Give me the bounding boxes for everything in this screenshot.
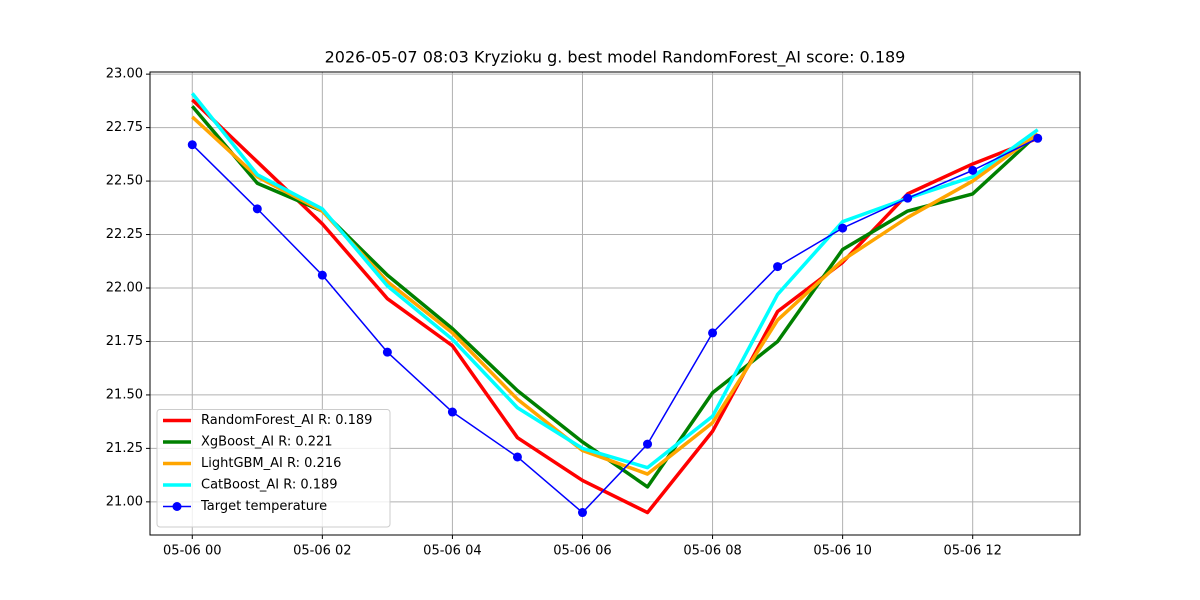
y-tick-label: 21.25 (106, 441, 143, 456)
plot-frame (149, 71, 1081, 536)
y-tick-label: 22.50 (106, 174, 143, 189)
series-marker (773, 262, 783, 272)
legend-label: LightGBM_AI R: 0.216 (201, 456, 341, 471)
y-tick-label: 21.00 (106, 494, 143, 509)
x-tick-label: 05-06 02 (293, 544, 351, 559)
series-marker (447, 407, 457, 417)
x-tick-label: 05-06 06 (553, 544, 611, 559)
series-line (191, 137, 1039, 514)
series-marker (577, 508, 587, 518)
legend-label: CatBoost_AI R: 0.189 (201, 478, 338, 493)
x-tick-label: 05-06 10 (813, 544, 871, 559)
y-tick-label: 21.75 (106, 334, 143, 349)
legend-box (156, 409, 391, 528)
y-tick-label: 23.00 (106, 67, 143, 82)
series-line (191, 98, 1039, 515)
x-tick-label: 05-06 12 (943, 544, 1001, 559)
series-marker (382, 347, 392, 357)
series-marker (708, 328, 718, 338)
series-marker (643, 439, 653, 449)
x-tick-label: 05-06 00 (163, 544, 221, 559)
chart-title: 2026-05-07 08:03 Kryzioku g. best model … (325, 48, 906, 68)
series-marker (1033, 133, 1043, 143)
series-marker (838, 223, 848, 233)
y-tick-label: 22.00 (106, 280, 143, 295)
legend-label: RandomForest_AI R: 0.189 (201, 413, 372, 428)
legend-label: Target temperature (200, 499, 327, 514)
x-tick-label: 05-06 08 (683, 544, 741, 559)
series-marker (512, 452, 522, 462)
series-marker (187, 140, 197, 150)
y-tick-label: 21.50 (106, 387, 143, 402)
series-marker (317, 270, 327, 280)
y-tick-label: 22.75 (106, 120, 143, 135)
series-marker (968, 165, 978, 175)
series-marker (252, 204, 262, 214)
legend-marker (172, 502, 182, 511)
legend-label: XgBoost_AI R: 0.221 (201, 435, 333, 450)
x-tick-label: 05-06 04 (423, 544, 481, 559)
series-marker (903, 193, 913, 203)
series-line (190, 92, 1039, 470)
y-tick-label: 22.25 (106, 227, 143, 242)
